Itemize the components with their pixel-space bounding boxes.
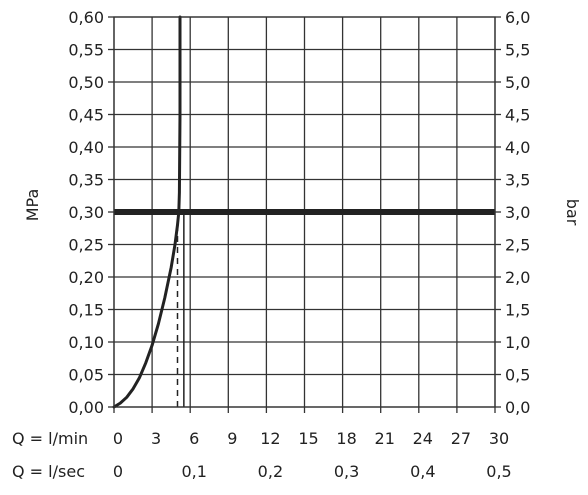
flow-curve	[112, 15, 182, 409]
left-tick-label: 0,55	[68, 41, 104, 60]
left-tick-label: 0,20	[68, 268, 104, 287]
x-tick-label: 21	[375, 429, 395, 448]
right-tick-label: 0,0	[505, 398, 530, 417]
x-tick-label: 30	[489, 429, 509, 448]
left-axis-label: MPa	[23, 189, 42, 222]
right-tick-label: 3,0	[505, 203, 530, 222]
x-tick-label: 27	[451, 429, 471, 448]
right-tick-label: 3,5	[505, 171, 530, 190]
left-tick-label: 0,50	[68, 73, 104, 92]
x-tick-label: 3	[151, 429, 161, 448]
x-tick-label: 18	[336, 429, 356, 448]
x-tick-label: 12	[260, 429, 280, 448]
x2-tick-label: 0,3	[334, 462, 359, 481]
right-axis-label: bar	[563, 199, 582, 226]
x-axis-ticks-lsec: 0 0,1 0,2 0,3 0,4 0,5	[113, 462, 512, 481]
left-tick-label: 0,10	[68, 333, 104, 352]
right-tick-label: 5,5	[505, 41, 530, 60]
left-tick-label: 0,15	[68, 301, 104, 320]
x2-tick-label: 0,4	[410, 462, 435, 481]
left-tick-label: 0,30	[68, 203, 104, 222]
right-tick-label: 5,0	[505, 73, 530, 92]
left-tick-label: 0,25	[68, 236, 104, 255]
chart-marks	[112, 15, 496, 409]
x-axis-label-lmin: Q = l/min	[12, 429, 88, 448]
x-axis-ticks-lmin: 0 3 6 9 12 15 18 21 24 27 30	[113, 407, 509, 448]
left-tick-label: 0,35	[68, 171, 104, 190]
x-tick-label: 6	[189, 429, 199, 448]
right-tick-label: 1,5	[505, 301, 530, 320]
left-axis-ticks: 0,00 0,05 0,10 0,15 0,20 0,25 0,30 0,35 0,40 0,45…	[68, 8, 114, 417]
x2-tick-label: 0,1	[181, 462, 206, 481]
x2-tick-label: 0,5	[486, 462, 511, 481]
left-tick-label: 0,05	[68, 366, 104, 385]
x-tick-label: 9	[227, 429, 237, 448]
right-tick-label: 6,0	[505, 8, 530, 27]
x2-tick-label: 0,2	[258, 462, 283, 481]
x-tick-label: 24	[413, 429, 433, 448]
right-tick-label: 4,5	[505, 106, 530, 125]
x-axis-label-lsec: Q = l/sec	[12, 462, 85, 481]
plot-frame	[113, 16, 496, 408]
x-tick-label: 15	[298, 429, 318, 448]
right-tick-label: 0,5	[505, 366, 530, 385]
x-tick-label: 0	[113, 429, 123, 448]
right-tick-label: 2,5	[505, 236, 530, 255]
right-tick-label: 1,0	[505, 333, 530, 352]
right-tick-label: 4,0	[505, 138, 530, 157]
x2-tick-label: 0	[113, 462, 123, 481]
left-tick-label: 0,00	[68, 398, 104, 417]
right-axis-ticks: 0,0 0,5 1,0 1,5 2,0 2,5 3,0 3,5 4,0 4,5 5,0 5,5 6,0	[495, 8, 530, 417]
left-tick-label: 0,40	[68, 138, 104, 157]
left-tick-label: 0,45	[68, 106, 104, 125]
left-tick-label: 0,60	[68, 8, 104, 27]
right-tick-label: 2,0	[505, 268, 530, 287]
